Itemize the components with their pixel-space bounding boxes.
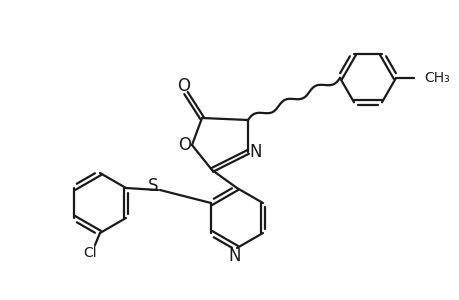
Text: S: S (147, 177, 158, 195)
Text: Cl: Cl (83, 246, 96, 260)
Text: N: N (228, 247, 241, 265)
Text: O: O (177, 77, 190, 95)
Text: N: N (249, 143, 262, 161)
Text: O: O (178, 136, 191, 154)
Text: CH₃: CH₃ (423, 71, 449, 85)
